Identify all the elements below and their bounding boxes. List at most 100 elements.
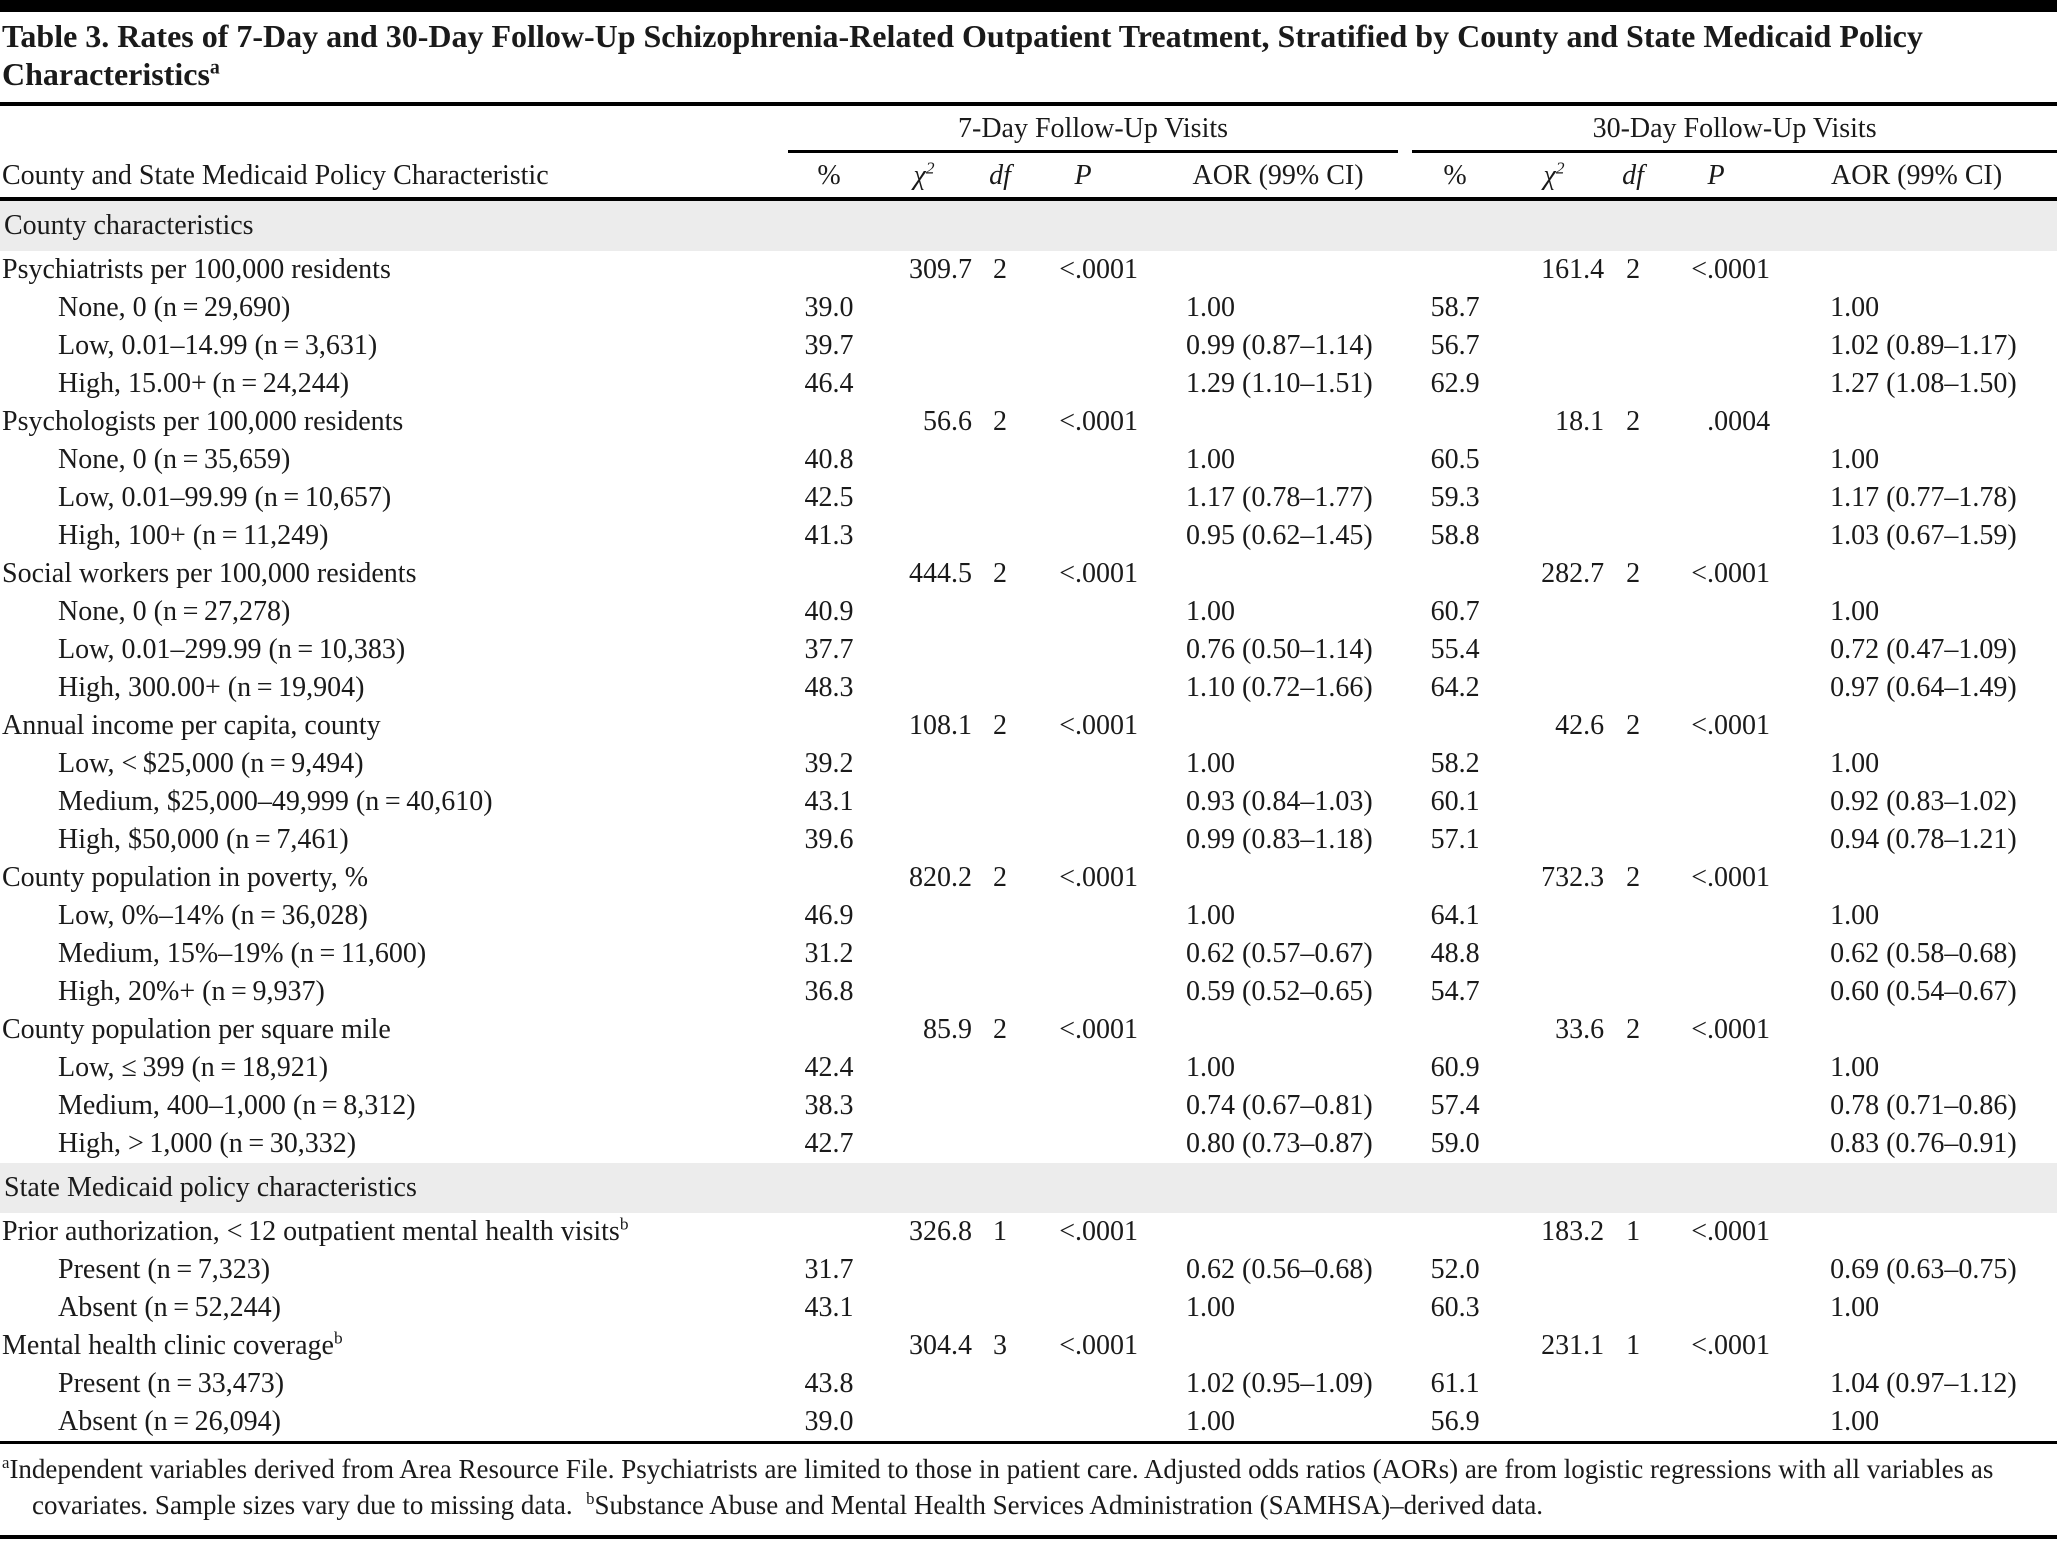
row-label: High, 20%+ (n = 9,937) [58,976,325,1007]
table-row: Social workers per 100,000 residents 444.… [0,555,2057,593]
table-row: Medium, 400–1,000 (n = 8,312) 38.3 0.74 (0… [0,1087,2057,1125]
cell-df-7day [978,1289,1022,1327]
cell-df-7day: 3 [993,1330,1007,1361]
col-header-p-7day: P [1022,153,1144,201]
cell-chi2-7day [870,973,978,1011]
table-row: Low, 0.01–14.99 (n = 3,631) 39.7 0.99 (0.8… [0,327,2057,365]
cell-df-30day [1610,935,1656,973]
cell-pct-30day: 57.1 [1430,824,1480,855]
cell-p-7day [1022,973,1144,1011]
section-label: State Medicaid policy characteristics [0,1163,2057,1213]
cell-p-7day [1022,289,1144,327]
cell-chi2-7day [870,1365,978,1403]
cell-p-7day [1022,593,1144,631]
table-row: Absent (n = 52,244) 43.1 1.00 60.3 1.00 [0,1289,2057,1327]
cell-p-30day: <.0001 [1691,1216,1771,1247]
cell-df-30day: 2 [1626,558,1641,589]
group-header-7day: 7-Day Follow-Up Visits [788,106,1412,153]
cell-aor-30day: 1.00 [1830,1292,1880,1323]
cell-aor-7day: 0.76 (0.50–1.14) [1186,634,1373,665]
row-label: Psychologists per 100,000 residents [2,406,404,437]
cell-aor-7day: 1.00 [1186,1406,1235,1437]
cell-aor-30day: 1.17 (0.77–1.78) [1830,482,2017,513]
cell-chi2-30day [1498,1087,1610,1125]
cell-df-30day [1610,289,1656,327]
col-header-p-30day: P [1656,153,1777,201]
cell-p-7day [1022,1087,1144,1125]
cell-p-7day [1022,1251,1144,1289]
table-row: Low, 0.01–299.99 (n = 10,383) 37.7 0.76 (0… [0,631,2057,669]
cell-df-30day [1610,365,1656,403]
cell-chi2-7day [870,1125,978,1163]
cell-p-7day: <.0001 [1059,1216,1138,1247]
cell-df-7day [978,783,1022,821]
cell-p-30day [1656,973,1776,1011]
cell-df-7day [978,517,1022,555]
table-row: County population in poverty, % 820.2 2 <.0… [0,859,2057,897]
row-label: County population in poverty, % [2,862,369,893]
cell-pct-30day: 57.4 [1430,1090,1480,1121]
table-row: High, $50,000 (n = 7,461) 39.6 0.99 (0.83–… [0,821,2057,859]
cell-chi2-7day [870,1049,978,1087]
table-title: Table 3. Rates of 7-Day and 30-Day Follo… [0,12,2057,106]
cell-chi2-7day: 108.1 [909,710,972,741]
cell-aor-30day: 0.69 (0.63–0.75) [1830,1254,2017,1285]
table-row: High, > 1,000 (n = 30,332) 42.7 0.80 (0.73… [0,1125,2057,1163]
cell-chi2-30day [1498,897,1610,935]
cell-p-7day [1022,897,1144,935]
col-header-df-30day: df [1610,153,1657,201]
cell-aor-30day: 1.00 [1830,1406,1880,1437]
cell-p-7day [1022,821,1144,859]
cell-chi2-7day [870,821,978,859]
cell-chi2-30day [1498,935,1610,973]
col-header-pct-7day: % [788,153,870,201]
cell-df-7day [978,593,1022,631]
cell-pct-30day [1412,859,1498,897]
cell-pct-30day: 54.7 [1430,976,1480,1007]
cell-df-7day: 2 [993,254,1007,285]
cell-pct-30day: 56.7 [1430,330,1480,361]
cell-df-30day [1610,821,1656,859]
cell-pct-30day: 60.5 [1430,444,1480,475]
cell-aor-7day: 1.00 [1186,900,1235,931]
cell-pct-30day: 60.7 [1430,596,1480,627]
row-label: None, 0 (n = 35,659) [58,444,291,475]
cell-chi2-7day: 304.4 [909,1330,972,1361]
cell-aor-30day [1776,707,2057,745]
cell-p-7day: <.0001 [1059,406,1138,437]
cell-chi2-30day [1498,327,1610,365]
cell-aor-30day: 0.92 (0.83–1.02) [1830,786,2017,817]
cell-pct-30day: 59.3 [1430,482,1480,513]
row-label: None, 0 (n = 27,278) [58,596,291,627]
col-header-aor-30day: AOR (99% CI) [1776,153,2057,201]
row-label: Absent (n = 52,244) [58,1292,281,1323]
cell-df-7day [978,631,1022,669]
cell-df-30day [1610,973,1656,1011]
cell-df-30day: 1 [1626,1330,1641,1361]
table-row: Low, 0%–14% (n = 36,028) 46.9 1.00 64.1 1.00 [0,897,2057,935]
row-label: Low, 0.01–99.99 (n = 10,657) [58,482,392,513]
table-body: County characteristics Psychiatrists per … [0,199,2057,1441]
cell-df-30day [1610,897,1656,935]
cell-aor-30day: 0.94 (0.78–1.21) [1830,824,2017,855]
cell-chi2-30day [1498,1125,1610,1163]
cell-pct-7day: 36.8 [804,976,854,1007]
cell-chi2-7day: 85.9 [923,1014,972,1045]
cell-aor-30day: 0.60 (0.54–0.67) [1830,976,2017,1007]
cell-p-30day [1656,783,1776,821]
cell-pct-7day: 46.4 [804,368,854,399]
cell-p-30day [1656,1365,1776,1403]
row-label: Mental health clinic coverageb [2,1328,343,1361]
cell-p-30day [1656,1289,1776,1327]
cell-pct-7day: 42.4 [804,1052,854,1083]
row-label: Low, 0.01–14.99 (n = 3,631) [58,330,378,361]
cell-chi2-7day [870,1403,978,1441]
cell-aor-7day: 1.17 (0.78–1.77) [1186,482,1373,513]
cell-chi2-7day [870,365,978,403]
cell-p-30day: <.0001 [1691,1330,1771,1361]
cell-chi2-7day: 309.7 [909,254,972,285]
table-row: Psychiatrists per 100,000 residents 309.7… [0,251,2057,289]
cell-p-30day: <.0001 [1691,1014,1771,1045]
cell-df-30day: 2 [1626,254,1641,285]
